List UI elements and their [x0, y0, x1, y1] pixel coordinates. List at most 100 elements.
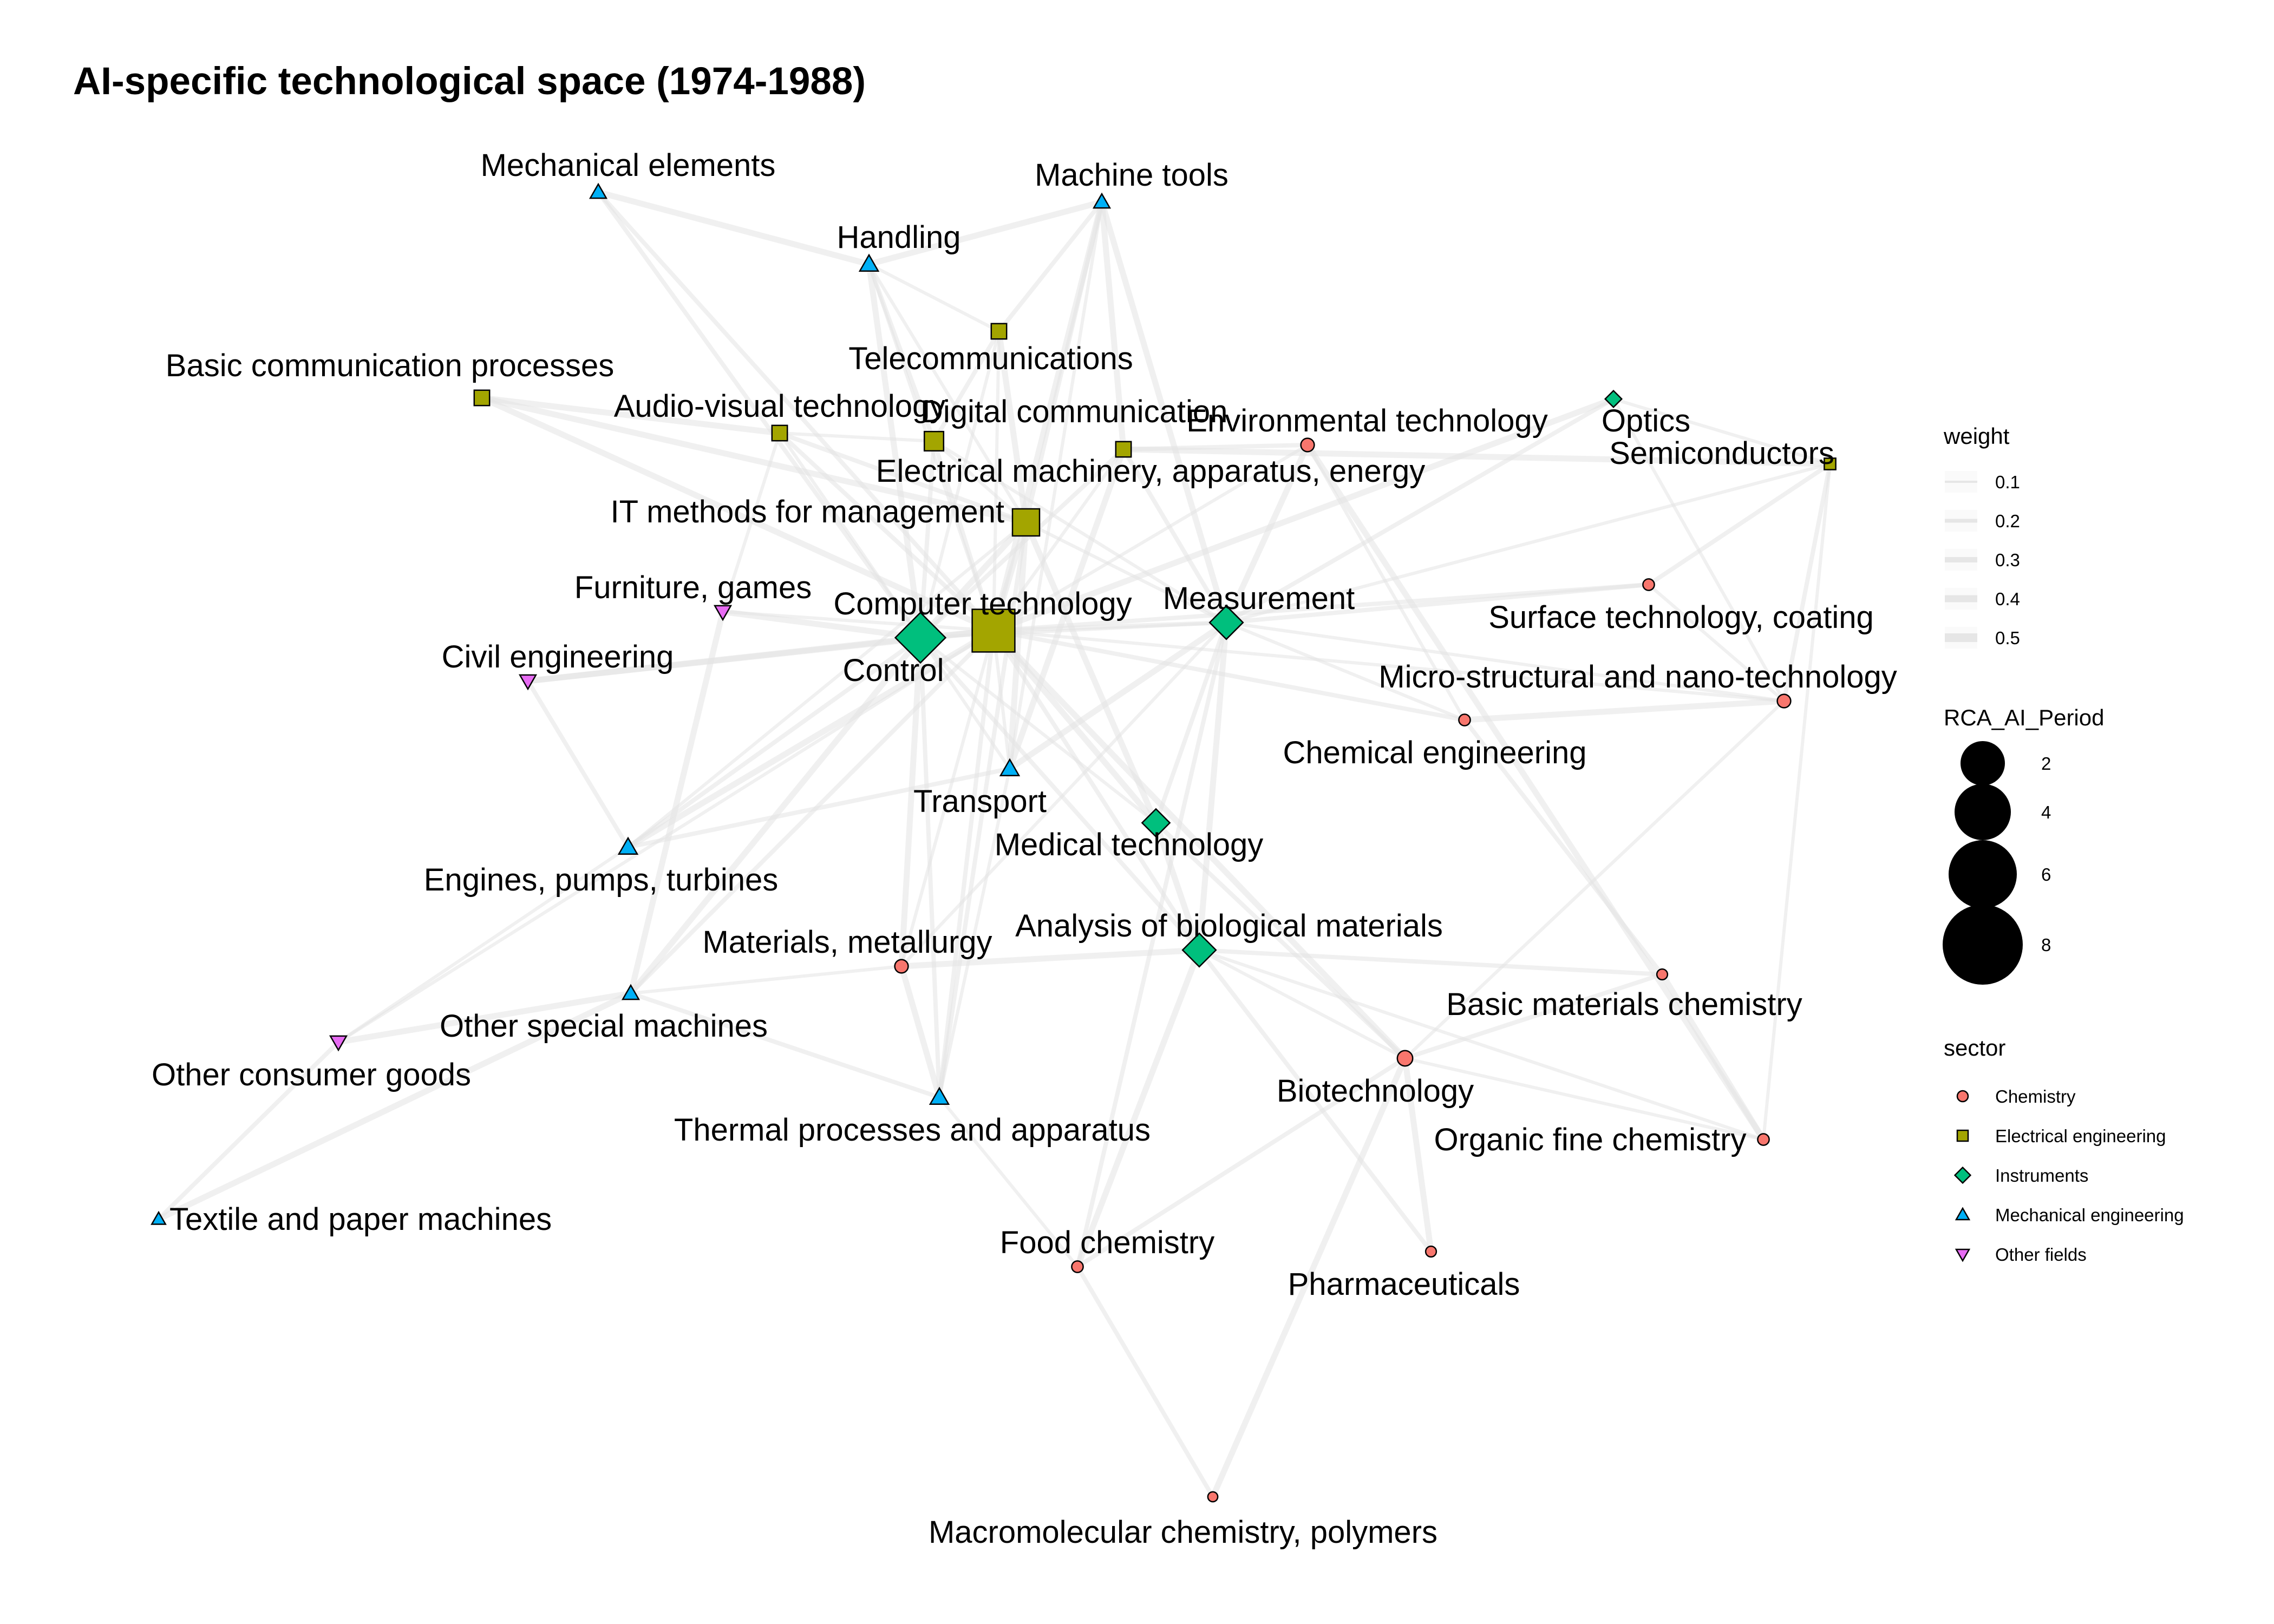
- edge-elecmach-environmental: [1123, 443, 1308, 451]
- node-label-optics: Optics: [1602, 403, 1690, 438]
- node-label-pharma: Pharmaceuticals: [1288, 1267, 1520, 1302]
- edge-computer-basiccomm: [480, 395, 995, 634]
- edge-analysis-materials: [901, 947, 1200, 970]
- edge-chemeng-environmental: [1306, 444, 1466, 721]
- edge-measurement-semiconductors: [1226, 462, 1831, 624]
- node-it: [1011, 508, 1041, 537]
- edge-analysis-biotech: [1198, 948, 1406, 1060]
- node-label-surface: Surface technology, coating: [1488, 600, 1874, 635]
- edge-it-telecom: [996, 331, 1029, 523]
- edge-measurement-analysis: [1196, 622, 1230, 951]
- edge-analysis-organic: [1199, 948, 1764, 1141]
- node-handling: [858, 253, 880, 272]
- edge-audiovisual-basiccomm: [481, 395, 780, 436]
- edge-measurement-chemeng: [1225, 621, 1466, 722]
- edge-textile-otherspecial: [157, 991, 632, 1222]
- node-otherspecial: [621, 984, 641, 1000]
- node-label-basiccomm: Basic communication processes: [166, 348, 614, 383]
- node-biotech: [1396, 1050, 1414, 1067]
- edge-digital-audiovisual: [779, 431, 935, 443]
- node-control: [894, 611, 947, 664]
- legend-sector-key-4: [1955, 1248, 1971, 1262]
- edge-medical-biotech: [1154, 821, 1407, 1060]
- legend-sector-key-1: [1956, 1129, 1969, 1142]
- edge-measurement-medical: [1154, 621, 1229, 824]
- edge-semiconductors-surface: [1647, 462, 1832, 587]
- edge-biotech-pharma: [1402, 1058, 1434, 1252]
- edge-control-telecom: [919, 331, 1001, 638]
- legend-sector-items: Chemistry Electrical engineering Instrumen…: [1953, 1086, 2184, 1265]
- legend-size-label-0: 2: [2041, 754, 2051, 774]
- node-civil: [518, 674, 538, 691]
- legend-size-label-2: 6: [2041, 865, 2051, 885]
- edge-elecmach-transport: [1007, 448, 1127, 770]
- legend-size-key-2: [1949, 840, 2017, 908]
- edge-handling-telecom: [868, 263, 1000, 333]
- edge-food-thermal: [938, 1096, 1079, 1268]
- edge-control-medical: [919, 636, 1157, 824]
- edge-analysis-pharma: [1197, 948, 1433, 1253]
- node-label-analysis: Analysis of biological materials: [1015, 908, 1443, 944]
- edge-biotech-food: [1076, 1056, 1407, 1269]
- node-environmental: [1300, 437, 1315, 453]
- edge-handling-digital: [867, 263, 936, 442]
- node-label-basicmat: Basic materials chemistry: [1446, 987, 1802, 1022]
- node-label-medical: Medical technology: [995, 827, 1264, 862]
- edge-micro-surface: [1648, 583, 1785, 703]
- node-digital: [923, 430, 945, 452]
- legend-sector-label-0: Chemistry: [1995, 1086, 2076, 1106]
- legend-sector-title: sector: [1944, 1035, 2005, 1060]
- edge-computer-materials: [900, 630, 995, 967]
- edge-furniture-audiovisual: [721, 433, 781, 612]
- edge-control-thermal: [918, 637, 942, 1098]
- edge-handling-machtools: [868, 199, 1103, 267]
- edge-otherspecial-otherconsumer: [338, 990, 631, 1045]
- edge-analysis-basicmat: [1199, 948, 1663, 977]
- node-label-digital: Digital communication: [920, 394, 1227, 429]
- node-semiconductors: [1824, 457, 1837, 470]
- node-food: [1071, 1260, 1084, 1273]
- legend-sector-key-0: [1956, 1090, 1969, 1103]
- legend-size-key-3: [1943, 905, 2023, 985]
- edge-measurement-machtools: [1099, 201, 1230, 624]
- legend-weight-label-3: 0.4: [1995, 589, 2020, 609]
- node-label-transport: Transport: [913, 784, 1047, 819]
- legend-sector-label-3: Mechanical engineering: [1995, 1205, 2184, 1225]
- node-label-textile: Textile and paper machines: [169, 1202, 552, 1237]
- node-layer: [151, 182, 1837, 1503]
- legend-size-key-0: [1961, 741, 2005, 785]
- node-label-organic: Organic fine chemistry: [1434, 1122, 1747, 1157]
- edge-micro-chemeng: [1464, 698, 1785, 723]
- edge-measurement-surface: [1226, 582, 1649, 625]
- legend-sector-key-3: [1955, 1207, 1971, 1221]
- node-label-environmental: Environmental technology: [1186, 403, 1547, 438]
- edge-mechelem-handling: [597, 189, 870, 267]
- edge-otherconsumer-textile: [157, 1040, 340, 1221]
- node-organic: [1757, 1133, 1770, 1146]
- node-elecmach: [1115, 441, 1132, 458]
- edge-it-basiccomm: [481, 395, 1027, 526]
- edge-control-civil: [527, 634, 921, 684]
- node-label-semiconductors: Semiconductors: [1609, 436, 1834, 471]
- edge-digital-telecom: [932, 330, 1001, 443]
- legend-size-items: 2 4 6 8: [1943, 741, 2051, 985]
- legend-size-title: RCA_AI_Period: [1944, 705, 2104, 730]
- edge-biotech-basicmat: [1404, 972, 1663, 1060]
- node-label-chemeng: Chemical engineering: [1283, 735, 1587, 770]
- legend-weight-title: weight: [1943, 423, 2010, 449]
- edge-semiconductors-optics: [1613, 397, 1831, 466]
- node-label-food: Food chemistry: [1000, 1225, 1214, 1260]
- edge-civil-engines: [526, 679, 630, 849]
- edge-measurement-food: [1075, 622, 1229, 1267]
- edge-it-digital: [933, 440, 1027, 524]
- edge-computer-thermal: [937, 630, 996, 1098]
- legend-sector-label-1: Electrical engineering: [1995, 1126, 2166, 1146]
- edge-furniture-otherspecial: [628, 611, 726, 994]
- edge-analysis-food: [1074, 949, 1203, 1268]
- node-basiccomm: [473, 389, 491, 407]
- edge-control-materials: [898, 637, 924, 967]
- edge-thermal-otherspecial: [630, 991, 940, 1099]
- node-label-otherspecial: Other special machines: [440, 1009, 768, 1044]
- node-macro: [1207, 1491, 1219, 1503]
- edge-otherconsumer-engines: [337, 846, 629, 1044]
